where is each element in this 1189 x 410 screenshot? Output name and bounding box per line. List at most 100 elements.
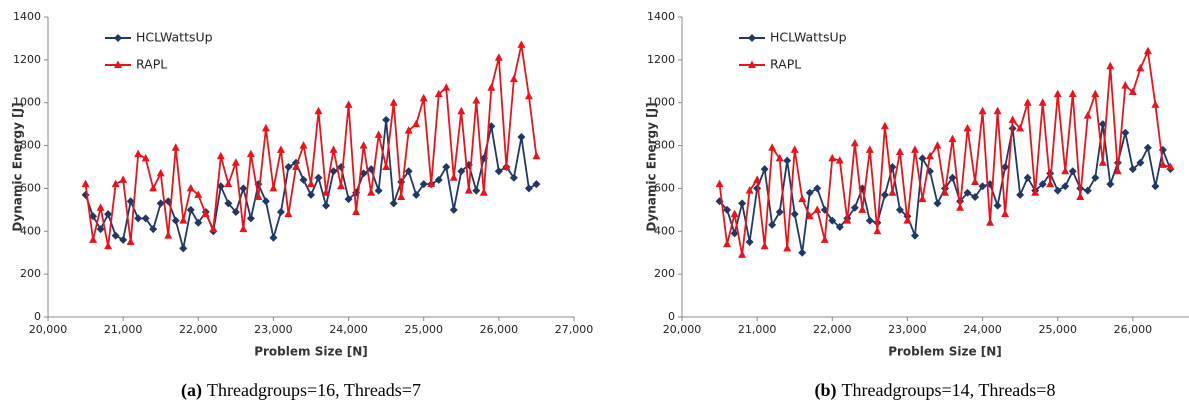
data-point (344, 195, 353, 204)
data-point (89, 212, 98, 221)
data-point (730, 229, 739, 238)
data-point (1106, 61, 1115, 70)
y-tick-label: 1000 (13, 96, 41, 109)
y-tick-label: 1200 (13, 53, 41, 66)
data-point (442, 163, 451, 171)
data-point (1023, 173, 1032, 182)
data-point (487, 83, 496, 91)
x-axis-title: Problem Size [N] (888, 345, 1002, 359)
data-point (224, 179, 233, 188)
data-point (261, 197, 270, 206)
data-point (1068, 89, 1077, 98)
data-point (201, 209, 210, 218)
data-point (532, 180, 541, 189)
data-point (820, 235, 829, 243)
data-point (442, 83, 451, 91)
data-point (307, 190, 315, 199)
data-point (359, 141, 368, 149)
data-point (404, 167, 413, 176)
data-point (993, 201, 1002, 210)
data-point (783, 156, 792, 165)
data-point (104, 241, 113, 250)
data-point (239, 184, 248, 193)
data-point (479, 188, 488, 196)
data-point (209, 224, 218, 233)
x-tick-label: 24,000 (963, 323, 1002, 336)
data-point (1068, 167, 1077, 176)
data-point (1046, 179, 1055, 188)
data-point (1151, 182, 1160, 191)
data-point (723, 205, 732, 214)
data-point (760, 165, 769, 174)
data-point (1016, 123, 1025, 132)
data-point (231, 158, 240, 166)
data-point (186, 205, 195, 214)
data-point (715, 179, 724, 188)
data-point (775, 208, 784, 216)
data-point (509, 74, 518, 83)
data-point (1113, 166, 1122, 175)
x-tick-label: 22,000 (179, 323, 218, 336)
x-tick-label: 23,000 (888, 323, 927, 336)
data-point (194, 218, 203, 227)
data-point (850, 203, 859, 212)
data-point (276, 145, 285, 153)
data-point (941, 188, 949, 196)
data-point (104, 210, 113, 219)
y-tick-label: 0 (34, 310, 41, 323)
data-point (472, 96, 481, 104)
y-tick-label: 600 (654, 181, 675, 194)
data-point (96, 225, 105, 234)
legend-label: RAPL (770, 57, 801, 72)
data-point (993, 106, 1002, 115)
data-point (81, 190, 90, 199)
data-point (532, 151, 541, 160)
data-point (768, 220, 777, 229)
y-tick-label: 1400 (647, 10, 675, 23)
data-point (314, 106, 323, 115)
data-point (314, 173, 323, 182)
data-point (134, 214, 143, 223)
data-point (753, 175, 762, 183)
data-point (880, 190, 889, 199)
x-tick-label: 25,000 (404, 323, 443, 336)
y-tick-label: 0 (668, 310, 675, 323)
data-point (745, 238, 754, 246)
data-point (813, 184, 822, 193)
data-point (404, 126, 413, 134)
data-point (798, 194, 807, 203)
data-point (502, 162, 511, 170)
chart: 0 200 400 600 800 1000 1200 1400 20,000 21,000 22,… (11, 10, 594, 401)
data-point (329, 167, 338, 176)
data-point (1008, 115, 1017, 123)
data-point (858, 205, 867, 213)
x-tick-label: 20,000 (29, 323, 68, 336)
y-tick-label: 200 (654, 267, 675, 280)
data-point (179, 244, 188, 253)
data-point (231, 208, 240, 216)
data-point (1061, 182, 1070, 191)
data-point (723, 239, 732, 248)
data-point (412, 119, 421, 128)
data-point (367, 188, 376, 196)
data-point (119, 175, 128, 183)
data-point (119, 235, 128, 244)
data-point (910, 231, 919, 240)
data-point (918, 154, 927, 163)
data-point (903, 216, 912, 224)
data-point (89, 235, 98, 243)
data-point (918, 194, 927, 203)
data-point (910, 145, 919, 153)
data-point (141, 153, 150, 162)
data-point (449, 173, 458, 181)
data-point (464, 186, 473, 194)
y-tick-label: 1200 (647, 53, 675, 66)
data-point (1121, 81, 1130, 89)
data-point (239, 224, 248, 233)
caption-label: (a) (181, 380, 202, 401)
data-point (738, 199, 747, 208)
data-point (738, 250, 747, 258)
data-point (1143, 46, 1152, 55)
data-point (524, 184, 533, 193)
